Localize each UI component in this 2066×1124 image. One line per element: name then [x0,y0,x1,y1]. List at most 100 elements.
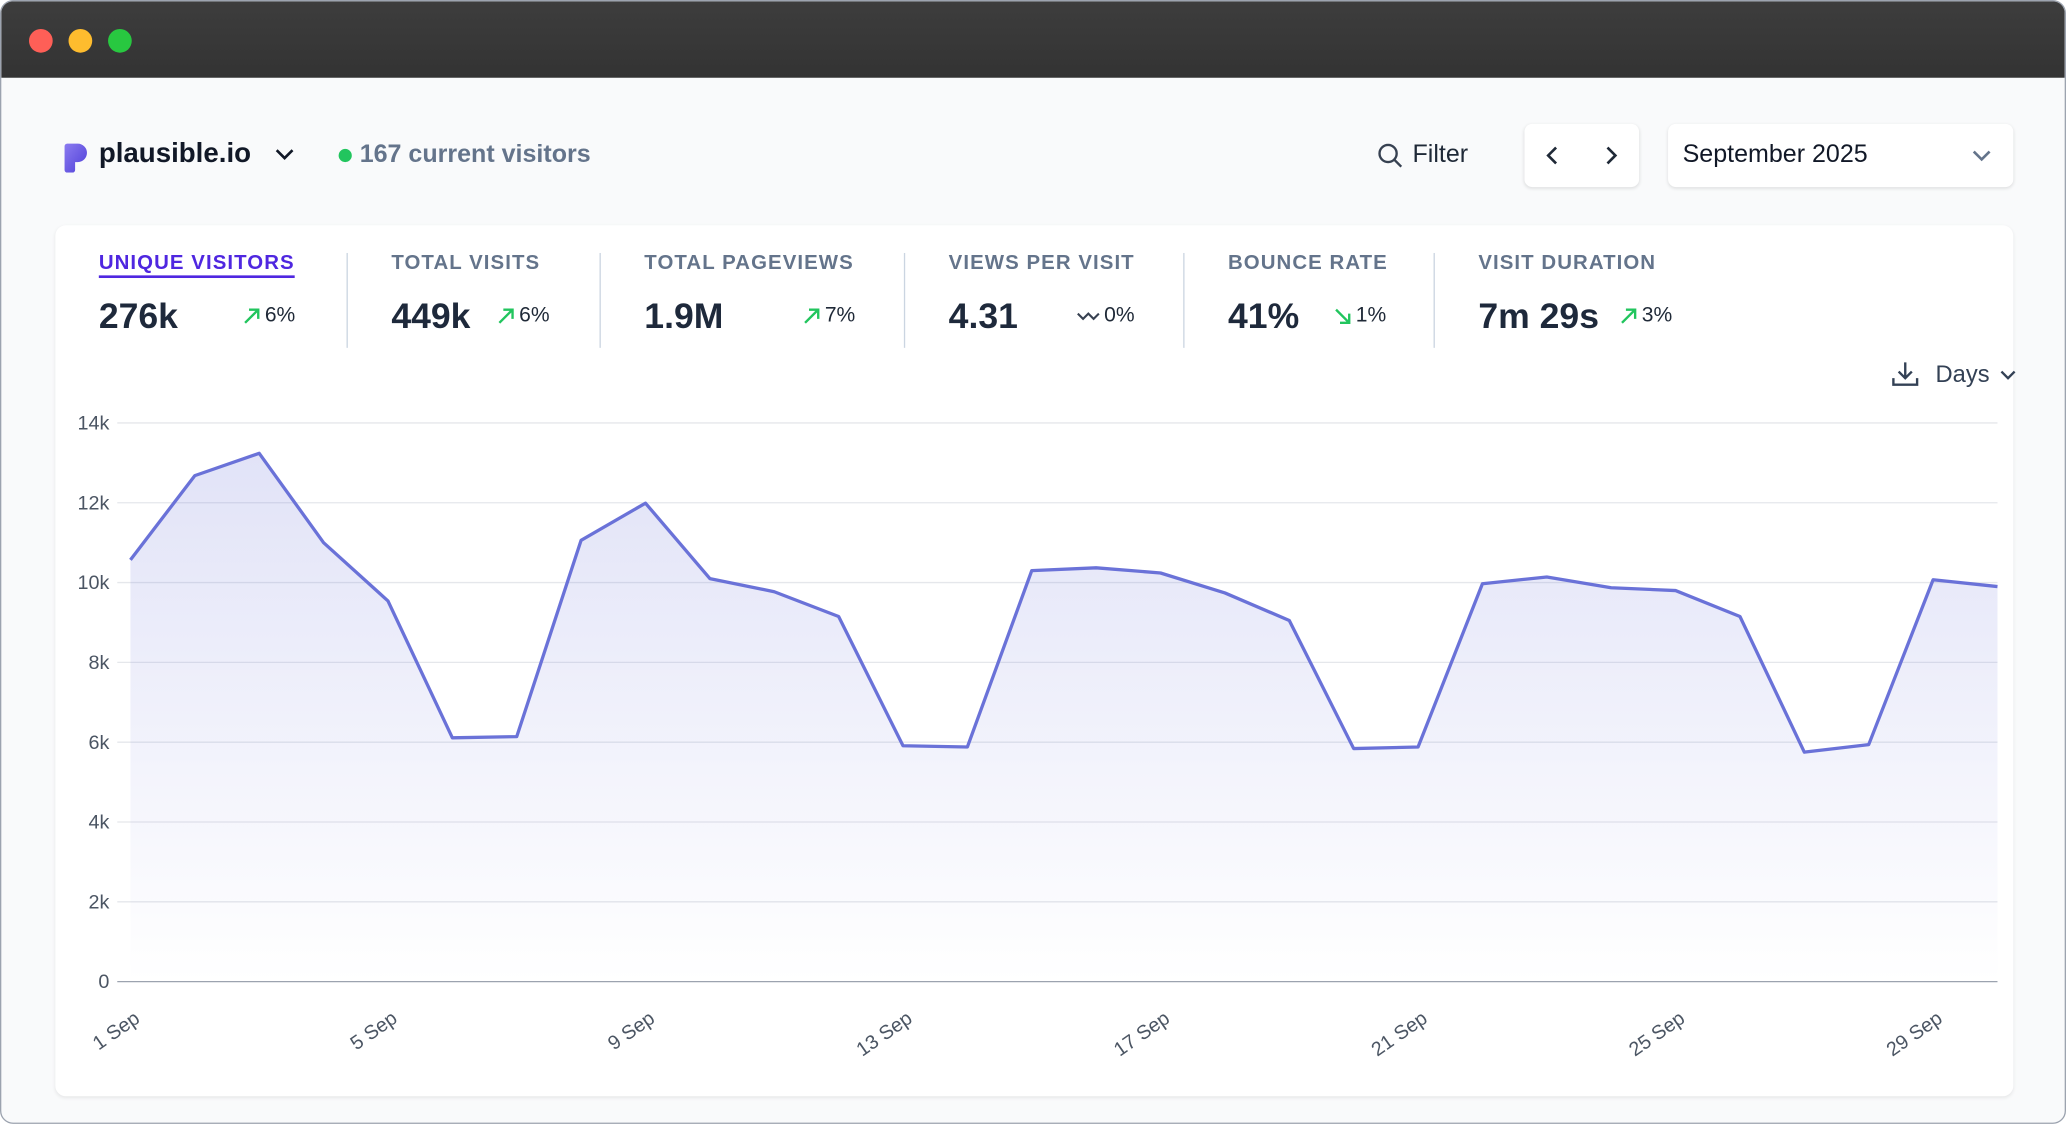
metric-label: VIEWS PER VISIT [948,251,1135,275]
metric-total-visits[interactable]: TOTAL VISITS 449k 6% [391,251,549,336]
y-tick-label: 4k [89,812,110,834]
metric-value: 4.31 [948,296,1018,336]
series-line [129,451,1998,754]
metric-value: 1.9M [644,296,724,336]
metric-divider [1183,252,1185,348]
data-point [835,613,843,621]
search-icon [1378,143,1403,168]
interval-picker[interactable]: Days [1936,360,2016,388]
metric-change: 6% [242,304,295,328]
metric-value: 276k [98,296,178,336]
metric-visit-duration[interactable]: VISIT DURATION 7m 29s 3% [1478,251,1672,336]
metric-value: 7m 29s [1478,296,1600,336]
metric-divider [346,252,348,348]
metric-views-per-visit[interactable]: VIEWS PER VISIT 4.31 0% [948,251,1135,336]
data-point [1221,589,1229,597]
data-point [320,539,328,547]
metric-label: TOTAL VISITS [391,251,541,275]
period-picker[interactable]: September 2025 [1668,123,2014,188]
data-point [126,556,134,564]
metric-divider [903,252,906,348]
title-bar [1,1,2065,78]
metric-change-value: 6% [264,304,296,327]
maximize-window-button[interactable] [108,28,132,53]
chevron-down-icon [276,149,294,160]
x-tick-label: 9 Sep [604,1007,659,1055]
metric-change-value: 7% [824,304,856,327]
x-tick-label: 1 Sep [89,1007,144,1055]
x-tick-label: 21 Sep [1368,1007,1432,1061]
metric-change-value: 1% [1355,304,1387,327]
close-window-button[interactable] [28,28,53,53]
data-point [899,742,907,750]
flat-trend-icon [1077,312,1100,321]
download-icon[interactable] [1891,360,1920,389]
previous-period-button[interactable] [1544,145,1562,166]
data-point [1285,617,1293,625]
metric-total-pageviews[interactable]: TOTAL PAGEVIEWS 1.9M 7% [644,252,855,336]
data-point [770,588,778,596]
data-point [1929,576,1937,584]
data-point [1994,583,2002,591]
current-visitors-link[interactable]: 167 current visitors [359,140,591,169]
data-point [1478,580,1486,588]
metric-divider [599,252,601,348]
data-point [1672,587,1680,595]
data-point [191,472,199,480]
live-indicator-dot [338,148,352,163]
plausible-logo-icon [64,143,87,173]
x-tick-label: 17 Sep [1110,1007,1174,1061]
filter-label: Filter [1412,140,1469,169]
data-point [1736,613,1744,621]
metric-change-value: 0% [1104,304,1135,327]
data-point [1865,741,1873,749]
data-point [1092,564,1100,572]
arrow-up-right-icon [244,308,260,324]
metric-change: 0% [1076,304,1135,328]
y-tick-label: 8k [89,652,110,674]
data-point [1800,748,1808,756]
metric-unique-visitors[interactable]: UNIQUE VISITORS 276k 6% [99,252,295,336]
data-point [1607,584,1615,592]
area-fill [130,453,1998,982]
y-tick-label: 0 [98,971,109,993]
arrow-up-right-icon [1621,308,1637,324]
site-name: plausible.io [98,138,252,169]
chevron-down-icon [1972,150,1991,162]
metric-change: 7% [802,304,855,328]
x-tick-label: 5 Sep [346,1007,401,1055]
y-tick-label: 2k [89,891,110,913]
metric-change-value: 6% [519,304,550,327]
data-point [384,597,392,605]
period-navigation [1524,123,1640,188]
metric-label: VISIT DURATION [1478,251,1657,275]
data-point [1157,569,1165,577]
data-point [448,734,456,742]
arrow-down-right-icon [1335,308,1351,324]
data-point [513,733,521,741]
minimize-window-button[interactable] [68,28,93,53]
metric-change: 1% [1333,304,1386,328]
x-tick-label: 13 Sep [853,1007,917,1061]
data-point [1028,567,1036,575]
interval-label: Days [1935,360,1990,387]
site-switcher[interactable]: plausible.io [99,138,296,170]
x-tick-label: 25 Sep [1625,1007,1689,1061]
x-tick-label: 29 Sep [1883,1007,1947,1061]
metric-value: 449k [391,296,471,336]
arrow-up-right-icon [804,308,820,324]
metric-bounce-rate[interactable]: BOUNCE RATE 41% 1% [1228,252,1388,336]
period-label: September 2025 [1682,140,1868,169]
filter-button[interactable]: Filter [1377,141,1468,170]
data-point [642,499,650,507]
metric-value: 41% [1228,296,1300,336]
y-tick-label: 6k [89,732,110,754]
data-point [1350,745,1358,753]
data-point [1543,573,1551,581]
metric-change: 3% [1619,304,1672,328]
next-period-button[interactable] [1601,145,1619,166]
metric-change: 6% [497,304,550,328]
data-point [577,536,585,544]
visitors-chart[interactable]: 0 2k 4k 6k 8k 10k 12k 14k 1 Sep 5 Sep 9 Sep 13 Sep 1… [1,383,2066,1081]
